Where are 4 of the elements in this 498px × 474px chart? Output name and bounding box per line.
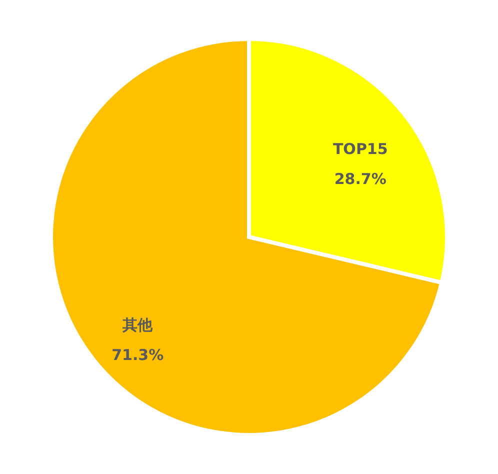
slice-label: 其他 [122, 316, 154, 334]
data-label: 71.3% [112, 346, 164, 364]
slice-label: TOP15 [332, 140, 388, 158]
data-label: 28.7% [334, 170, 386, 188]
